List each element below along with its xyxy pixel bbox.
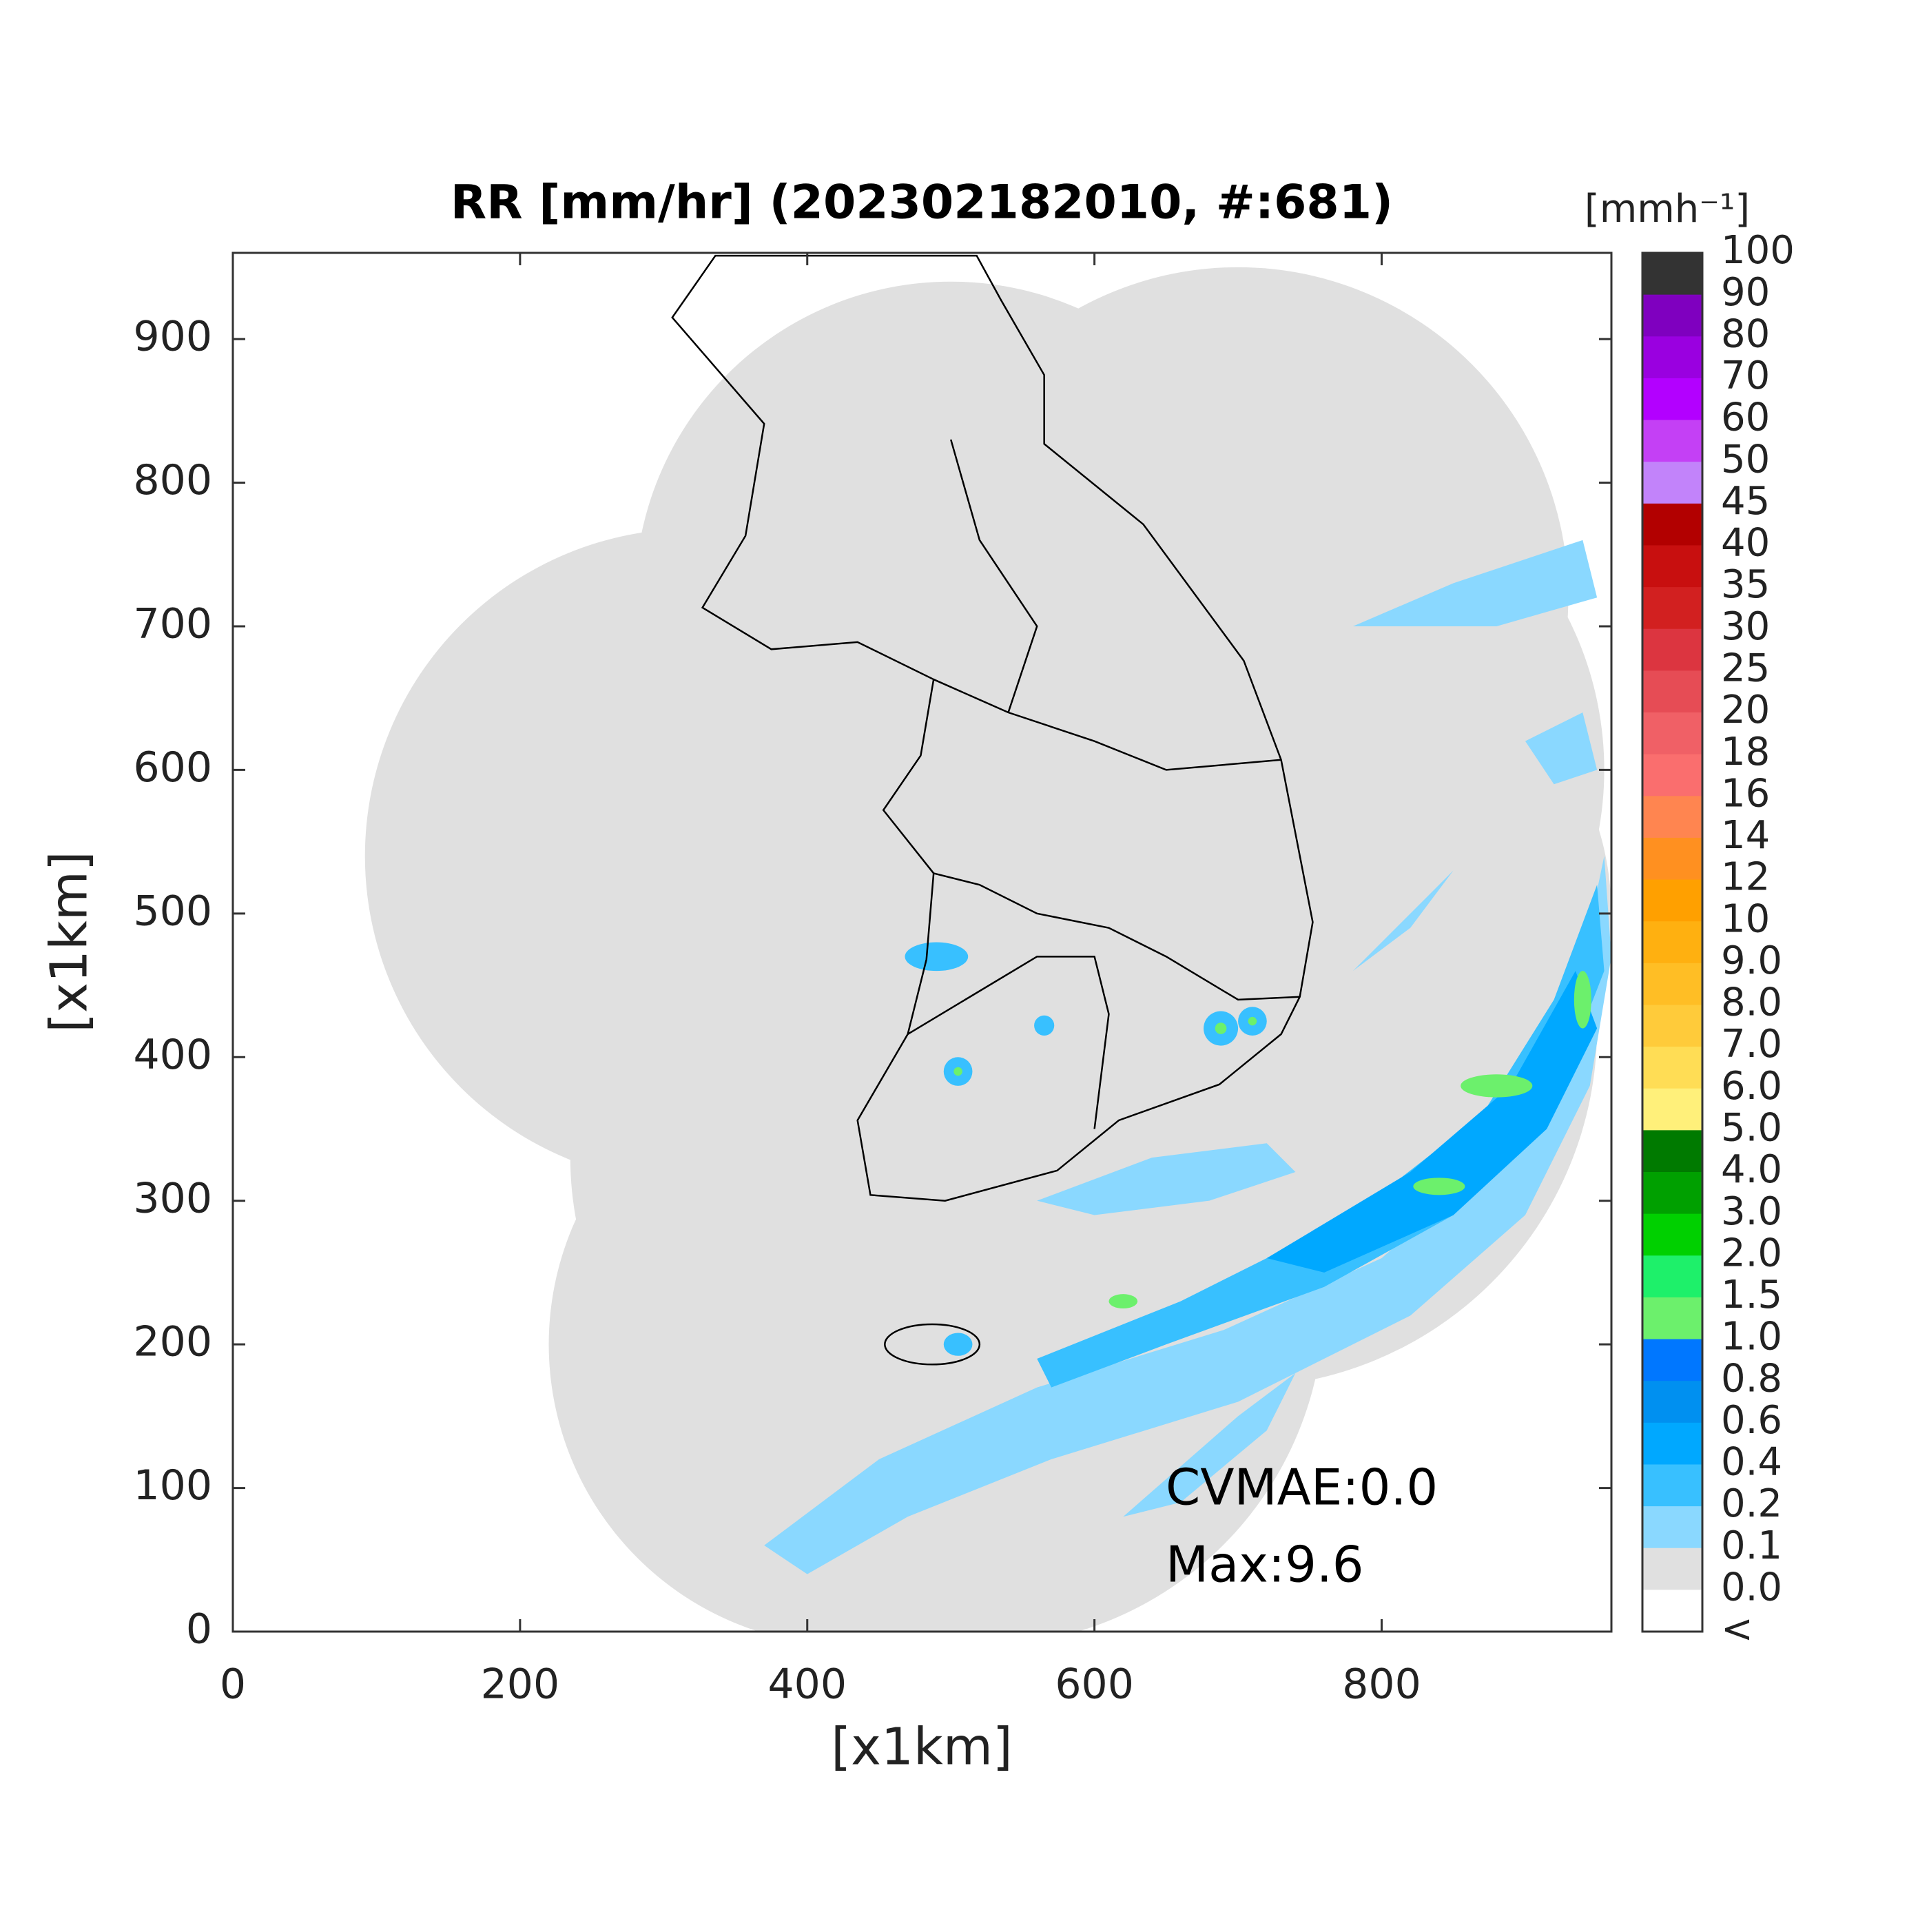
annotation: Max:9.6 [1166,1536,1364,1594]
colorbar-label: 14 [1721,813,1770,858]
colorbar-swatch [1642,378,1702,421]
colorbar-label: 7.0 [1721,1022,1782,1067]
y-tick-label: 600 [133,743,212,792]
colorbar-label: 8.0 [1721,980,1782,1025]
colorbar-label: < [1721,1607,1753,1652]
colorbar-swatch [1642,1047,1702,1089]
y-axis-label: [x1km] [40,851,99,1033]
colorbar-label: 2.0 [1721,1231,1782,1275]
colorbar-label: 0.4 [1721,1440,1782,1485]
colorbar-swatch [1642,294,1702,337]
colorbar-swatch [1642,670,1702,713]
colorbar-swatch [1642,1506,1702,1549]
plot-frame [231,251,1613,1633]
colorbar-swatch [1642,420,1702,462]
colorbar-frame [1641,251,1704,1633]
colorbar-label: 50 [1721,437,1770,482]
colorbar-swatch [1642,587,1702,630]
colorbar-swatch [1642,1297,1702,1340]
x-tick-label: 400 [767,1661,847,1709]
x-tick-label: 600 [1055,1661,1134,1709]
y-tick-label: 100 [133,1461,212,1510]
colorbar-swatch [1642,253,1702,296]
chart-title: RR [mm/hr] (202302182010, #:681) [451,176,1393,230]
colorbar-label: 60 [1721,395,1770,440]
colorbar-label: 90 [1721,270,1770,315]
y-tick-label: 0 [186,1605,212,1654]
colorbar-label: 25 [1721,646,1770,691]
colorbar-label: 12 [1721,855,1770,900]
colorbar-swatch [1642,1172,1702,1215]
colorbar-swatch [1642,879,1702,922]
colorbar-unit: [mmh⁻¹] [1585,187,1750,232]
colorbar-label: 80 [1721,311,1770,356]
colorbar-swatch [1642,963,1702,1005]
colorbar-swatch [1642,837,1702,881]
colorbar-swatch [1642,1088,1702,1131]
colorbar-label: 3.0 [1721,1189,1782,1234]
colorbar-swatch [1642,1422,1702,1465]
colorbar-swatch [1642,1590,1702,1632]
y-tick-label: 700 [133,600,212,648]
colorbar-label: 10 [1721,896,1770,941]
colorbar-swatch [1642,1213,1702,1256]
y-tick-label: 500 [133,887,212,935]
colorbar-swatch [1642,1381,1702,1424]
colorbar-swatch [1642,628,1702,671]
colorbar-label: 16 [1721,771,1770,816]
colorbar-swatch [1642,796,1702,839]
y-tick-label: 200 [133,1318,212,1366]
colorbar-label: 40 [1721,521,1770,566]
colorbar-label: 18 [1721,730,1770,774]
colorbar-swatch [1642,1255,1702,1298]
colorbar-swatch [1642,1464,1702,1507]
colorbar-swatch [1642,545,1702,588]
y-tick-label: 300 [133,1174,212,1222]
coastline [671,254,1314,1366]
colorbar-label: 1.5 [1721,1273,1782,1317]
colorbar-label: 45 [1721,479,1770,524]
colorbar-label: 0.8 [1721,1356,1782,1401]
y-tick-label: 900 [133,313,212,361]
rain-echoes [764,539,1611,1574]
colorbar-label: 6.0 [1721,1064,1782,1109]
colorbar-label: 5.0 [1721,1106,1782,1151]
colorbar-label: 1.0 [1721,1315,1782,1359]
colorbar-label: 9.0 [1721,938,1782,983]
x-tick-label: 800 [1342,1661,1421,1709]
map [364,254,1611,1632]
colorbar-swatch [1642,503,1702,546]
colorbar-swatch [1642,336,1702,379]
colorbar-swatch [1642,1130,1702,1173]
x-tick-label: 200 [481,1661,560,1709]
colorbar-label: 0.0 [1721,1565,1782,1610]
colorbar-swatch [1642,712,1702,755]
colorbar-swatch [1642,921,1702,964]
annotation: CVMAE:0.0 [1166,1459,1438,1517]
colorbar-swatch [1642,1005,1702,1047]
y-tick-label: 800 [133,456,212,504]
colorbar-label: 35 [1721,562,1770,607]
colorbar-swatch [1642,754,1702,797]
colorbar-label: 20 [1721,688,1770,732]
y-tick-label: 400 [133,1031,212,1079]
radar-coverage [364,267,1611,1632]
colorbar-label: 100 [1721,228,1795,273]
colorbar-swatch [1642,462,1702,504]
colorbar-label: 4.0 [1721,1147,1782,1192]
colorbar-label: 70 [1721,353,1770,398]
colorbar-swatch [1642,1339,1702,1381]
colorbar-label: 0.1 [1721,1523,1782,1568]
colorbar-label: 0.6 [1721,1398,1782,1443]
x-tick-label: 0 [220,1661,246,1709]
x-axis-label: [x1km] [831,1718,1013,1777]
colorbar-swatch [1642,1548,1702,1590]
colorbar-label: 0.2 [1721,1481,1782,1526]
colorbar-label: 30 [1721,604,1770,649]
